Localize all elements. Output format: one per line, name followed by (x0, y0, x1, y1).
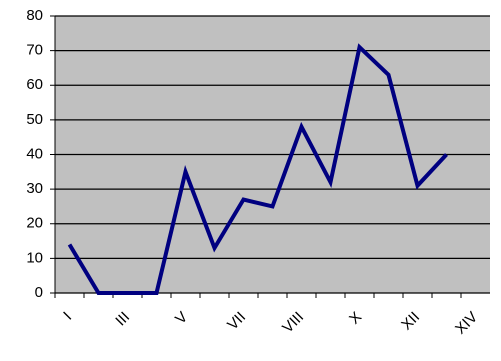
x-tick-label: XIV (452, 309, 481, 338)
x-tick-label: V (172, 309, 191, 328)
y-tick-label: 70 (26, 42, 43, 59)
x-tick-label: XII (398, 309, 423, 334)
data-line (67, 43, 448, 295)
x-tick-label: VIII (279, 309, 307, 337)
y-tick-label: 40 (26, 145, 43, 162)
y-tick-label: 80 (26, 7, 43, 24)
y-tick-label: 60 (26, 76, 43, 93)
y-tick-label: 0 (35, 284, 43, 301)
x-tick-label: I (60, 309, 75, 324)
y-tick-label: 30 (26, 180, 43, 197)
x-tick-label: X (346, 309, 365, 328)
y-tick-label: 20 (26, 215, 43, 232)
y-tick-label: 50 (26, 111, 43, 128)
y-tick-label: 10 (26, 249, 43, 266)
x-tick-label: III (112, 309, 133, 330)
x-tick-label: VII (224, 309, 249, 334)
